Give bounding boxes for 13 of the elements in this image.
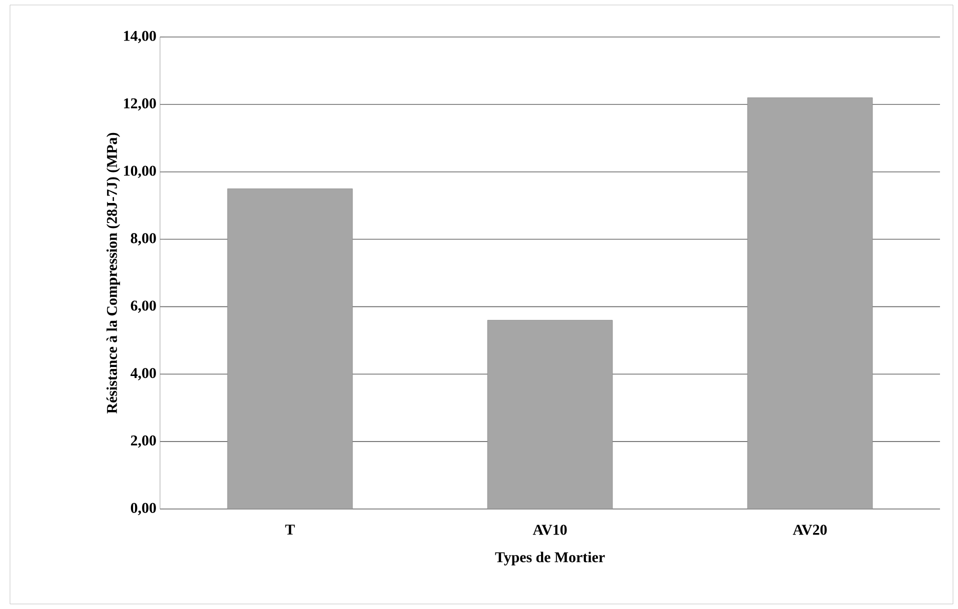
x-tick-label: T bbox=[285, 524, 295, 535]
y-tick-label: 4,00 bbox=[130, 368, 156, 380]
y-tick-label: 14,00 bbox=[124, 30, 156, 44]
y-tick-label: 0,00 bbox=[130, 502, 156, 516]
y-tick-label: 10,00 bbox=[124, 166, 156, 178]
y-tick-label: 12,00 bbox=[124, 98, 156, 111]
y-tick-label: 6,00 bbox=[130, 300, 156, 313]
x-tick-label: AV20 bbox=[792, 524, 827, 535]
y-tick-label: 8,00 bbox=[130, 233, 156, 246]
x-tick-label: AV10 bbox=[532, 524, 567, 535]
y-tick-label: 2,00 bbox=[130, 435, 156, 448]
x-axis-title: Types de Mortier bbox=[495, 552, 605, 566]
y-axis-title: Résistance à la Compression (28J-7J) (MPa) bbox=[106, 132, 120, 414]
